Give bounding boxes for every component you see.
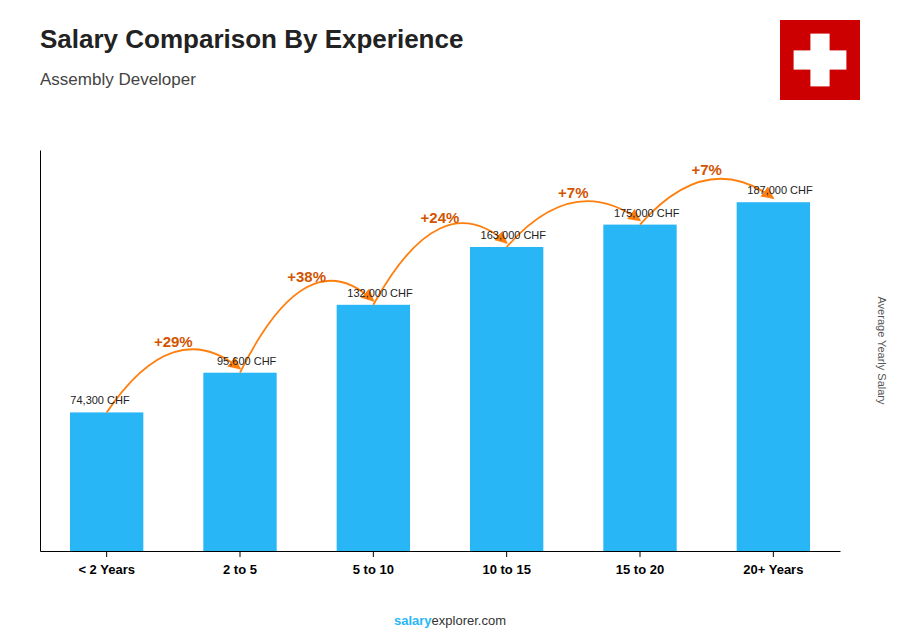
x-tick: 15 to 20 [616,551,664,577]
marks [70,179,810,551]
bar [203,373,276,551]
bar [337,305,410,551]
x-tick: 20+ Years [743,551,803,577]
x-tick-label: 20+ Years [743,562,803,577]
x-tick-mark [640,551,641,557]
labels: 74,300 CHF 95,600 CHF 132,000 CHF 163,000 C… [70,161,813,406]
x-axis-line [41,551,841,552]
x-tick-label: < 2 Years [78,562,135,577]
bar [470,247,543,551]
y-axis-title: Average Yearly Salary [876,296,888,405]
data-label: 95,600 CHF [217,355,277,367]
footer: salaryexplorer.com [394,613,506,628]
x-tick: < 2 Years [78,551,135,577]
x-tick-label: 10 to 15 [482,562,530,577]
x-tick-mark [773,551,774,557]
bar [603,225,676,551]
x-tick: 5 to 10 [353,551,394,577]
data-label: 163,000 CHF [481,229,547,241]
subtitle: Assembly Developer [40,70,196,89]
change-label: +7% [558,184,588,201]
data-label: 187,000 CHF [747,184,813,196]
x-tick-mark [106,551,107,557]
plot: < 2 Years 2 to 5 5 to 10 10 to 15 15 to 20 20… [41,151,841,578]
x-axis: < 2 Years 2 to 5 5 to 10 10 to 15 15 to 20 20… [41,551,841,577]
footer-part: salary [394,613,432,628]
x-tick: 10 to 15 [482,551,530,577]
chart: Salary Comparison By Experience Assembly … [0,0,900,641]
bar [70,412,143,551]
x-tick-mark [506,551,507,557]
bar [737,202,810,551]
flag-field [780,20,860,100]
y-axis [40,151,41,552]
title: Salary Comparison By Experience [40,24,463,54]
footer-part: explorer.com [432,613,506,628]
y-axis-line [40,151,41,552]
data-label: 74,300 CHF [70,394,130,406]
x-tick-mark [373,551,374,557]
flag [780,20,860,100]
x-tick-mark [240,551,241,557]
change-label: +24% [421,209,460,226]
x-tick-label: 15 to 20 [616,562,664,577]
data-label: 132,000 CHF [347,287,413,299]
change-label: +7% [691,161,721,178]
x-tick-label: 5 to 10 [353,562,394,577]
x-tick: 2 to 5 [223,551,257,577]
flag-cross [794,50,847,69]
x-tick-label: 2 to 5 [223,562,257,577]
change-label: +29% [154,333,193,350]
data-label: 175,000 CHF [614,207,680,219]
change-label: +38% [287,268,326,285]
